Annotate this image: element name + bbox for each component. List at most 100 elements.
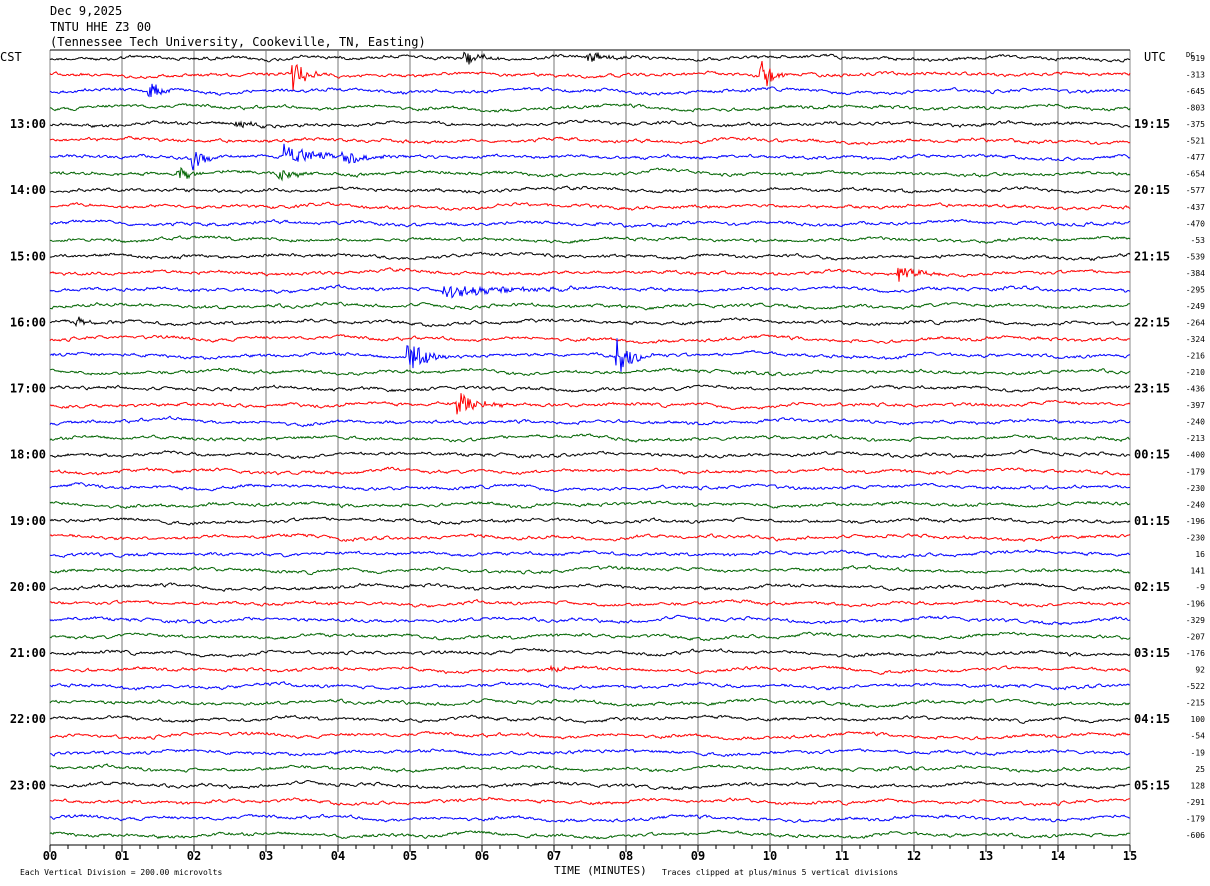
trace-line [49, 714, 1131, 724]
cst-time-label: 22:00 [10, 712, 46, 726]
dc-offset-label: -654 [1186, 170, 1205, 179]
trace-line [49, 393, 1131, 415]
dc-offset-label: -230 [1186, 484, 1205, 493]
x-tick-label: 09 [691, 849, 705, 863]
dc-offset-label: 141 [1191, 566, 1206, 575]
dc-offset-label: -53 [1191, 236, 1206, 245]
dc-offset-label: -9 [1195, 583, 1205, 592]
trace-line [49, 779, 1131, 791]
trace-line [49, 697, 1130, 709]
x-tick-label: 06 [475, 849, 489, 863]
dc-offset-label: -179 [1186, 814, 1205, 823]
dc-offset-label: -295 [1186, 285, 1205, 294]
trace-line [49, 813, 1131, 824]
trace-line [49, 415, 1131, 428]
x-tick-label: 04 [331, 849, 345, 863]
trace-line [49, 135, 1131, 146]
cst-time-label: 15:00 [10, 249, 46, 263]
x-tick-label: 15 [1123, 849, 1137, 863]
trace-line [49, 748, 1131, 758]
dc-offset-label: -521 [1186, 137, 1205, 146]
trace-line [49, 316, 1131, 328]
trace-line [49, 516, 1131, 526]
dc-offset-label: -470 [1186, 219, 1205, 228]
trace-line [49, 201, 1131, 211]
dc-label: DC [1186, 51, 1194, 59]
x-tick-label: 05 [403, 849, 417, 863]
trace-line [49, 582, 1131, 593]
trace-line [49, 664, 1131, 675]
trace-line [49, 83, 1131, 98]
trace-line [49, 631, 1131, 642]
trace-line [49, 301, 1130, 311]
trace-line [49, 143, 1131, 171]
dc-offset-label: -213 [1186, 434, 1205, 443]
dc-offset-label: -313 [1186, 71, 1205, 80]
station-label: TNTU HHE Z3 00 [50, 20, 152, 34]
dc-offset-label: -436 [1186, 385, 1205, 394]
utc-label: UTC [1144, 50, 1166, 64]
trace-line [49, 614, 1131, 626]
x-tick-label: 11 [835, 849, 849, 863]
utc-time-label: 21:15 [1134, 249, 1170, 263]
utc-time-label: 02:15 [1134, 580, 1170, 594]
dc-offset-label: -207 [1186, 633, 1205, 642]
dc-offset-label: -240 [1186, 500, 1205, 509]
cst-label: CST [0, 50, 22, 64]
dc-offset-label: -329 [1186, 616, 1205, 625]
utc-time-label: 05:15 [1134, 778, 1170, 792]
trace-line [49, 266, 1131, 282]
cst-time-label: 19:00 [10, 514, 46, 528]
dc-offset-label: -240 [1186, 418, 1205, 427]
dc-offset-label: 919 [1191, 54, 1206, 63]
cst-time-label: 13:00 [10, 117, 46, 131]
dc-offset-label: -196 [1186, 599, 1205, 608]
trace-line [49, 730, 1131, 741]
trace-line [49, 334, 1131, 345]
utc-time-label: 00:15 [1134, 448, 1170, 462]
trace-line [49, 338, 1131, 372]
dc-offset-label: -264 [1186, 318, 1205, 327]
dc-offset-label: -176 [1186, 649, 1205, 658]
dc-offset-label: 92 [1195, 666, 1205, 675]
dc-offset-label: -645 [1186, 87, 1205, 96]
cst-time-label: 17:00 [10, 382, 46, 396]
x-tick-label: 07 [547, 849, 561, 863]
trace-line [49, 466, 1131, 476]
trace-line [49, 251, 1131, 262]
trace-line [49, 829, 1131, 840]
trace-line [50, 448, 1131, 460]
dc-offset-label: -397 [1186, 401, 1205, 410]
dc-offset-label: -291 [1186, 798, 1205, 807]
x-tick-label: 08 [619, 849, 633, 863]
dc-offset-label: 16 [1195, 550, 1205, 559]
dc-offset-label: -216 [1186, 352, 1205, 361]
cst-time-label: 23:00 [10, 778, 46, 792]
trace-line [49, 549, 1131, 559]
trace-line [49, 185, 1131, 195]
trace-line [49, 235, 1131, 244]
trace-line [49, 119, 1131, 129]
trace-line [49, 598, 1131, 608]
x-tick-label: 02 [187, 849, 201, 863]
utc-time-label: 03:15 [1134, 646, 1170, 660]
trace-line [49, 763, 1131, 774]
dc-offset-label: 128 [1191, 781, 1206, 790]
scale-footnote: Each Vertical Division = 200.00 microvol… [20, 868, 222, 877]
x-tick-label: 12 [907, 849, 921, 863]
dc-offset-label: -215 [1186, 699, 1205, 708]
x-tick-label: 00 [43, 849, 57, 863]
trace-line [49, 647, 1131, 659]
cst-time-label: 21:00 [10, 646, 46, 660]
dc-offset-label: 25 [1195, 765, 1205, 774]
dc-offset-label: -324 [1186, 335, 1205, 344]
cst-time-label: 20:00 [10, 580, 46, 594]
dc-offset-label: -400 [1186, 451, 1205, 460]
dc-offset-label: -54 [1191, 732, 1206, 741]
cst-time-label: 14:00 [10, 183, 46, 197]
trace-line [49, 482, 1131, 493]
dc-offset-label: -196 [1186, 517, 1205, 526]
x-axis-title: TIME (MINUTES) [554, 864, 647, 877]
utc-time-label: 22:15 [1134, 315, 1170, 329]
